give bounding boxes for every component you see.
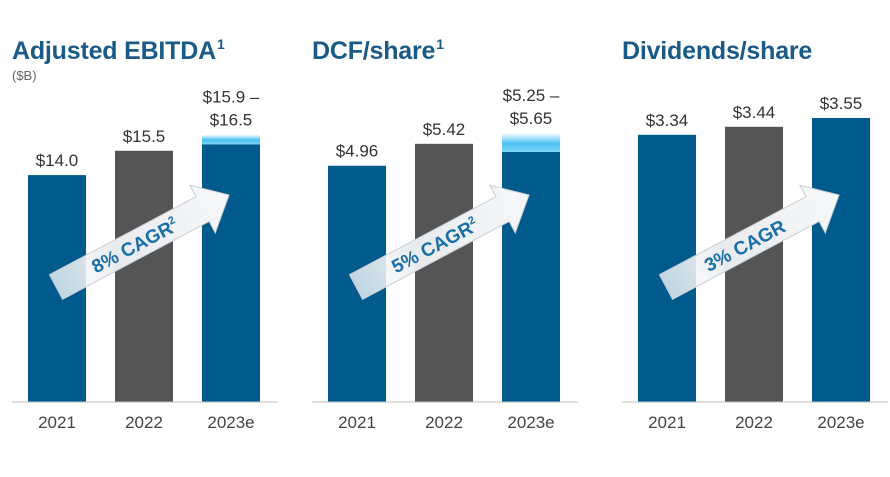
value-label-2023e: $5.25 – $5.65 — [503, 86, 560, 128]
value-label-2022: $15.5 — [123, 127, 166, 146]
tick-label-2022: 2022 — [125, 413, 163, 432]
bar-2023e — [202, 144, 260, 403]
tick-label-2023e: 2023e — [507, 413, 554, 432]
value-label-2023e: $3.55 — [820, 94, 863, 113]
tick-label-2021: 2021 — [648, 413, 686, 432]
chart-title: Adjusted EBITDA1 — [12, 36, 225, 65]
tick-label-2023e: 2023e — [207, 413, 254, 432]
tick-label-2021: 2021 — [338, 413, 376, 432]
tick-label-2021: 2021 — [38, 413, 76, 432]
bar-2022 — [415, 143, 473, 402]
chart-title: DCF/share1 — [312, 36, 444, 65]
value-label-2021: $3.34 — [646, 111, 689, 130]
tick-label-2023e: 2023e — [817, 413, 864, 432]
panel-dividends-share: Dividends/share $3.34 2021 $3.44 2022 $3.55 2… — [622, 0, 888, 472]
title-footnote: 1 — [216, 36, 225, 52]
value-label-2023e: $15.9 – $16.5 — [203, 88, 260, 130]
range-band-2023e — [202, 134, 260, 145]
panel-dcf-share: DCF/share1 $4.96 2021 $5.42 2022 $5.25 – $5.6… — [312, 0, 578, 472]
title-footnote: 1 — [436, 36, 444, 52]
value-label-2022: $5.42 — [423, 120, 466, 139]
chart-title: Dividends/share — [622, 37, 813, 65]
tick-label-2022: 2022 — [735, 413, 773, 432]
value-label-2021: $14.0 — [36, 151, 79, 170]
tick-label-2022: 2022 — [425, 413, 463, 432]
unit-label: ($B) — [12, 68, 37, 83]
bar-2023e — [502, 151, 560, 402]
value-label-2021: $4.96 — [336, 142, 379, 161]
value-label-2022: $3.44 — [733, 103, 776, 122]
bar-2023e — [812, 118, 870, 402]
panel-adjusted-ebitda: Adjusted EBITDA1 ($B) $14.0 2021 $15.5 2022… — [12, 0, 278, 472]
range-band-2023e — [502, 132, 560, 152]
bar-2022 — [115, 150, 173, 402]
